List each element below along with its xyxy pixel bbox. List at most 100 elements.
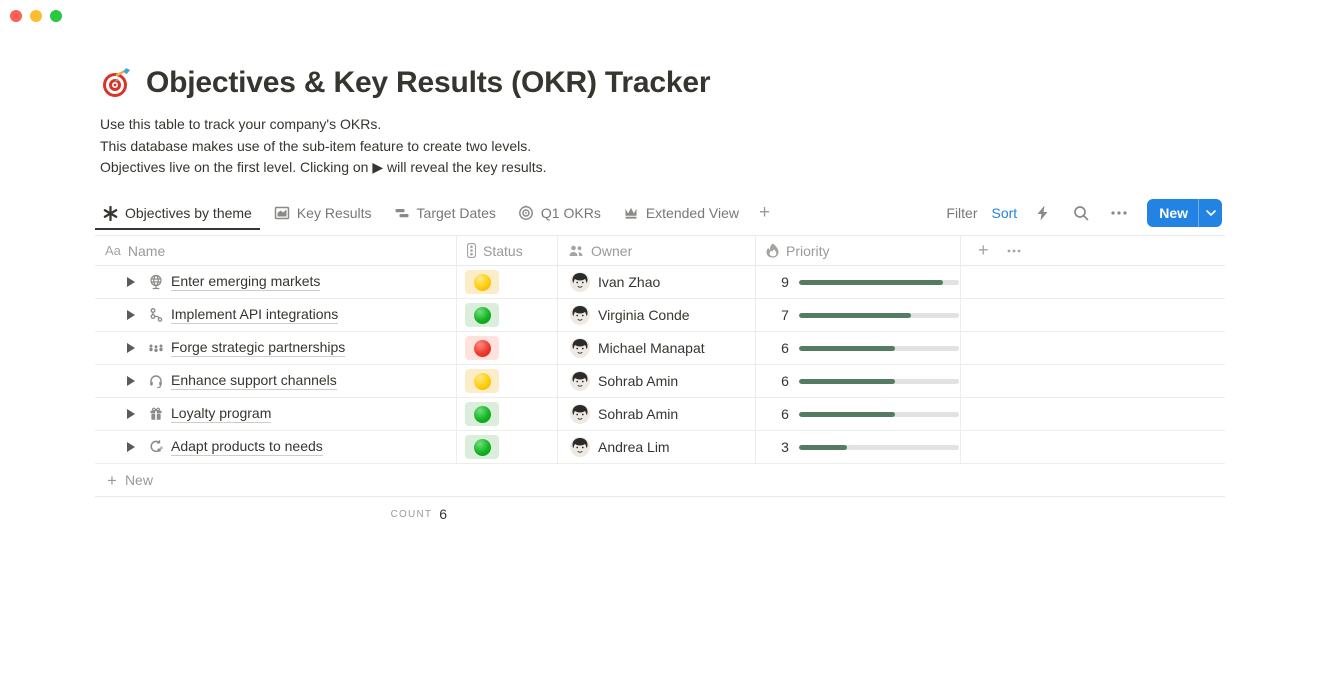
plus-icon: + [107,470,117,490]
status-dot-icon [473,306,491,324]
name-cell[interactable]: Loyalty program [95,398,457,430]
priority-bar [799,312,959,318]
tab-label: Extended View [645,205,739,221]
priority-value: 9 [781,274,789,290]
priority-cell[interactable]: 6 [756,365,961,397]
zoom-window-button[interactable] [50,10,62,22]
column-header-priority[interactable]: Priority [756,236,961,265]
status-cell[interactable] [457,365,558,397]
add-column-button[interactable]: + [978,240,989,260]
empty-cell [961,398,1225,430]
status-pill[interactable] [465,435,499,459]
column-header-owner[interactable]: Owner [558,236,756,265]
new-button-label[interactable]: New [1159,205,1188,221]
priority-value: 6 [781,373,789,389]
avatar [570,338,590,358]
priority-cell[interactable]: 6 [756,398,961,430]
row-emoji-icon [147,307,165,323]
automations-button[interactable] [1031,201,1055,225]
row-title-link[interactable]: Enhance support channels [171,372,337,390]
table-body: Enter emerging markets Ivan Zhao 9 Imple… [95,266,1225,464]
name-cell[interactable]: Forge strategic partnerships [95,332,457,364]
status-dot-icon [473,405,491,423]
name-cell[interactable]: Enter emerging markets [95,266,457,298]
owner-name: Sohrab Amin [598,406,679,422]
new-button[interactable]: New [1147,199,1222,227]
name-cell[interactable]: Enhance support channels [95,365,457,397]
column-label: Name [127,242,166,259]
minimize-window-button[interactable] [30,10,42,22]
target-view-icon [518,205,533,220]
status-pill[interactable] [465,303,499,327]
tab-target-dates[interactable]: Target Dates [386,196,504,230]
name-cell[interactable]: Adapt products to needs [95,431,457,463]
expand-toggle-icon[interactable] [127,343,135,353]
flame-icon [766,243,779,258]
status-cell[interactable] [457,398,558,430]
owner-cell[interactable]: Andrea Lim [558,431,756,463]
row-title-link[interactable]: Adapt products to needs [171,438,323,456]
expand-toggle-icon[interactable] [127,277,135,287]
expand-toggle-icon[interactable] [127,442,135,452]
row-emoji-icon [147,439,165,455]
status-pill[interactable] [465,369,499,393]
tab-objectives-by-theme[interactable]: Objectives by theme [95,196,260,230]
filter-button[interactable]: Filter [946,205,978,221]
expand-toggle-icon[interactable] [127,376,135,386]
tab-key-results[interactable]: Key Results [266,196,380,230]
sort-button[interactable]: Sort [991,205,1018,221]
row-title-link[interactable]: Loyalty program [171,405,272,423]
name-cell[interactable]: Implement API integrations [95,299,457,331]
priority-cell[interactable]: 6 [756,332,961,364]
column-header-name[interactable]: Aa Name [95,236,457,265]
priority-cell[interactable]: 3 [756,431,961,463]
expand-toggle-icon[interactable] [127,310,135,320]
priority-cell[interactable]: 9 [756,266,961,298]
new-row-button[interactable]: + New [95,464,1225,497]
tab-label: Objectives by theme [125,205,252,221]
table-row: Enter emerging markets Ivan Zhao 9 [95,266,1225,299]
tab-label: Q1 OKRs [540,205,601,221]
priority-bar-fill [799,345,895,351]
column-header-status[interactable]: Status [457,236,558,265]
status-pill[interactable] [465,336,499,360]
status-cell[interactable] [457,332,558,364]
status-pill[interactable] [465,402,499,426]
count-calculation[interactable]: COUNT 6 [95,506,457,522]
owner-name: Virginia Conde [598,307,690,323]
traffic-light-icon [467,243,476,258]
priority-bar-fill [799,411,895,417]
row-title-link[interactable]: Implement API integrations [171,306,339,324]
column-label: Status [483,242,523,259]
avatar [570,272,590,292]
new-button-dropdown[interactable] [1198,199,1222,227]
page-title: Objectives & Key Results (OKR) Tracker [146,66,711,99]
owner-cell[interactable]: Virginia Conde [558,299,756,331]
owner-cell[interactable]: Michael Manapat [558,332,756,364]
owner-cell[interactable]: Ivan Zhao [558,266,756,298]
owner-cell[interactable]: Sohrab Amin [558,365,756,397]
row-title-link[interactable]: Enter emerging markets [171,273,321,291]
status-cell[interactable] [457,299,558,331]
priority-bar [799,444,959,450]
status-cell[interactable] [457,431,558,463]
table-options-icon[interactable] [1007,249,1021,253]
priority-cell[interactable]: 7 [756,299,961,331]
priority-value: 6 [781,340,789,356]
status-cell[interactable] [457,266,558,298]
column-header-extra: + [961,236,1225,265]
priority-bar [799,345,959,351]
priority-bar [799,378,959,384]
status-pill[interactable] [465,270,499,294]
more-options-button[interactable] [1107,201,1131,225]
dartboard-emoji-icon [100,66,134,100]
owner-cell[interactable]: Sohrab Amin [558,398,756,430]
row-title-link[interactable]: Forge strategic partnerships [171,339,346,357]
close-window-button[interactable] [10,10,22,22]
tab-extended-view[interactable]: Extended View [615,196,747,230]
new-row-label: New [124,472,153,488]
add-view-button[interactable]: + [758,202,771,223]
expand-toggle-icon[interactable] [127,409,135,419]
tab-q1-okrs[interactable]: Q1 OKRs [510,196,609,230]
search-button[interactable] [1069,201,1093,225]
